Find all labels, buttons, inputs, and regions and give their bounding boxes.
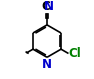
Text: N: N [44,0,54,13]
Text: C: C [41,0,50,13]
Text: Cl: Cl [68,47,81,60]
Text: N: N [42,58,52,71]
